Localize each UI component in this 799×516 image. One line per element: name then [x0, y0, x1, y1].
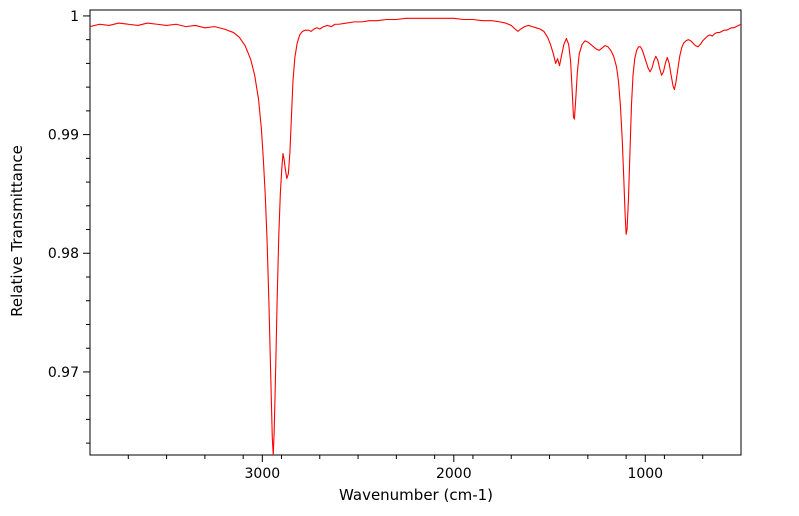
x-tick-label: 3000: [245, 466, 281, 482]
x-tick-label: 1000: [627, 466, 663, 482]
plot-border: [89, 9, 742, 456]
y-tick-label: 1: [70, 9, 79, 25]
y-tick-label: 0.99: [48, 128, 79, 144]
y-axis-label: Relative Transmittance: [8, 145, 26, 317]
x-axis-label: Wavenumber (cm-1): [339, 486, 493, 504]
y-tick-label: 0.97: [48, 365, 79, 381]
y-tick-label: 0.98: [48, 246, 79, 262]
x-tick-label: 2000: [436, 466, 472, 482]
spectrum-line: [90, 17, 741, 455]
